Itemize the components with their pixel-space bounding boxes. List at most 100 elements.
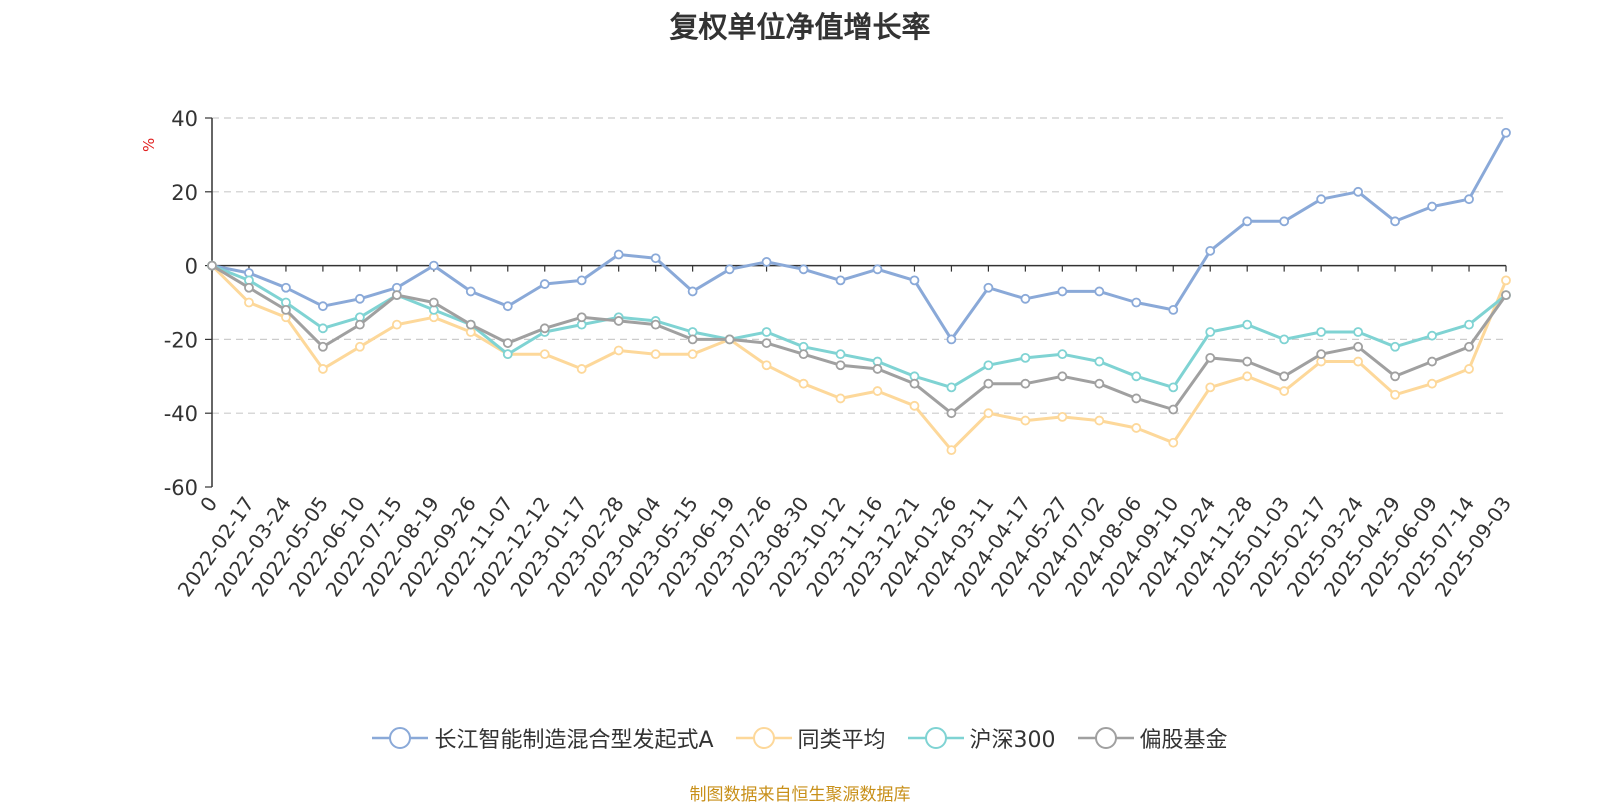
data-point: [650, 253, 661, 264]
data-point: [1242, 319, 1253, 330]
data-point: [1501, 127, 1511, 138]
y-tick-labels: 40 20 0 -20 -40 -60: [164, 107, 198, 500]
data-point: [502, 338, 513, 348]
data-point: [724, 334, 735, 345]
legend-marker-icon: [907, 727, 964, 749]
y-tick-label: -40: [164, 402, 198, 426]
legend-marker-icon: [372, 727, 429, 749]
data-point: [1131, 423, 1142, 433]
data-point: [244, 297, 254, 308]
data-point: [576, 312, 587, 323]
data-point: [798, 378, 809, 389]
data-point: [1057, 411, 1068, 422]
data-point: [1464, 319, 1474, 330]
data-point: [1316, 327, 1327, 337]
data-point: [1242, 356, 1253, 367]
data-point: [872, 264, 883, 275]
data-point: [207, 260, 217, 271]
data-point: [1205, 382, 1216, 393]
data-point: [428, 260, 439, 271]
data-point: [650, 349, 661, 360]
data-point: [1094, 356, 1105, 367]
data-point: [1501, 290, 1511, 301]
data-point: [761, 360, 772, 371]
data-point: [1057, 349, 1068, 360]
data-point: [761, 338, 772, 348]
data-point: [465, 286, 476, 297]
data-point: [539, 349, 550, 360]
data-point: [983, 378, 994, 389]
data-point: [835, 349, 846, 360]
data-point: [983, 360, 994, 371]
data-point: [244, 282, 254, 293]
data-point: [909, 275, 920, 286]
data-point: [318, 364, 328, 374]
data-point: [872, 386, 883, 396]
data-point: [281, 304, 291, 315]
data-point: [281, 282, 291, 293]
legend-label: 长江智能制造混合型发起式A: [434, 728, 714, 753]
data-point: [428, 297, 439, 308]
data-point: [1094, 378, 1105, 389]
data-point: [872, 364, 883, 374]
data-point: [1242, 216, 1253, 227]
legend-label: 偏股基金: [1139, 728, 1228, 753]
data-point: [1353, 341, 1364, 352]
data-point: [1057, 286, 1068, 297]
data-point: [502, 301, 513, 312]
data-point: [1353, 356, 1364, 367]
data-point: [1427, 330, 1437, 341]
data-point: [539, 279, 550, 289]
legend: 长江智能制造混合型发起式A 同类平均 沪深300 偏股基金: [0, 722, 1600, 754]
axes: [205, 117, 1507, 488]
data-point: [1242, 371, 1253, 382]
data-point: [909, 400, 920, 411]
series-line-1: [210, 264, 1508, 452]
data-point: [1020, 293, 1031, 304]
data-point: [1390, 341, 1400, 352]
data-point: [318, 323, 328, 334]
legend-item-2[interactable]: 沪深300: [907, 722, 1056, 754]
data-point: [391, 319, 402, 330]
data-point: [1094, 286, 1105, 297]
data-point: [318, 301, 328, 312]
y-tick-label: -60: [164, 476, 198, 500]
data-point: [1427, 356, 1437, 367]
data-point: [650, 319, 661, 330]
y-tick-label: 20: [171, 181, 198, 205]
legend-label: 沪深300: [969, 728, 1056, 753]
data-point: [1168, 382, 1179, 393]
data-point: [983, 282, 994, 293]
data-point: [946, 445, 957, 456]
data-point: [946, 382, 957, 393]
source-note: 制图数据来自恒生聚源数据库: [689, 785, 911, 805]
legend-marker-icon: [1077, 727, 1134, 749]
legend-item-1[interactable]: 同类平均: [735, 722, 886, 754]
legend-item-3[interactable]: 偏股基金: [1077, 722, 1228, 754]
data-point: [1168, 304, 1179, 315]
series-line-2: [211, 264, 1507, 389]
data-point: [613, 249, 624, 260]
data-point: [465, 319, 476, 330]
data-point: [1094, 415, 1105, 426]
data-point: [1390, 216, 1400, 227]
data-point: [1427, 378, 1437, 389]
data-point: [798, 264, 809, 275]
data-point: [1279, 216, 1290, 227]
data-point: [576, 275, 587, 286]
data-point: [983, 408, 994, 419]
series-line-3: [211, 264, 1508, 415]
data-point: [502, 349, 513, 360]
data-point: [1316, 194, 1327, 205]
data-point: [1353, 327, 1364, 337]
legend-item-0[interactable]: 长江智能制造混合型发起式A: [372, 722, 714, 754]
data-point: [1057, 371, 1068, 382]
data-point: [687, 349, 698, 360]
data-point: [1168, 404, 1179, 415]
data-point: [354, 341, 365, 352]
data-point: [576, 364, 587, 374]
data-point: [354, 319, 365, 330]
data-point: [798, 349, 809, 360]
data-point: [946, 408, 957, 419]
